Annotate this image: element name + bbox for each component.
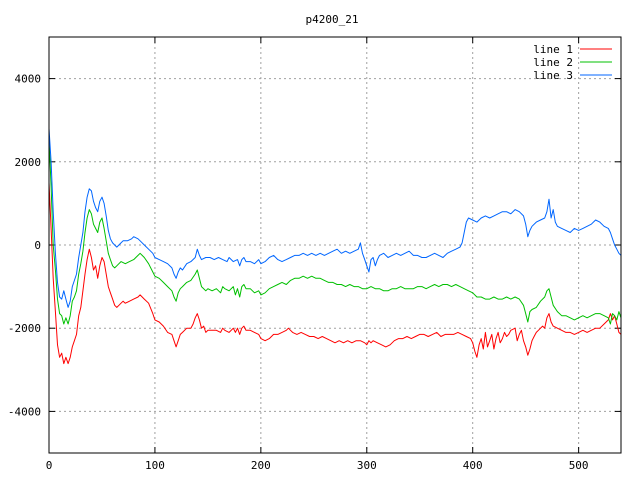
x-tick-label: 100 xyxy=(145,459,165,472)
axis-ticks: 0 100 200 300 400 500 -4000 -2000 0 2000 4000 xyxy=(8,37,621,472)
x-tick-label: 300 xyxy=(357,459,377,472)
x-tick-label: 500 xyxy=(569,459,589,472)
y-tick-label: 0 xyxy=(34,239,41,252)
chart-title: p4200_21 xyxy=(306,13,359,26)
series-line-1 xyxy=(48,182,622,365)
x-tick-label: 400 xyxy=(463,459,483,472)
legend-label-1: line 1 xyxy=(533,43,573,56)
x-tick-label: 200 xyxy=(251,459,271,472)
y-tick-label: 2000 xyxy=(15,156,42,169)
legend-label-3: line 3 xyxy=(533,69,573,82)
y-tick-label: 4000 xyxy=(15,73,42,86)
series-line-3 xyxy=(48,128,622,308)
legend-label-2: line 2 xyxy=(533,56,573,69)
y-tick-label: -4000 xyxy=(8,405,41,418)
series-line-2 xyxy=(48,136,622,325)
plot-frame xyxy=(48,36,622,454)
grid xyxy=(49,37,621,453)
series-group xyxy=(48,128,622,365)
y-tick-label: -2000 xyxy=(8,322,41,335)
x-tick-label: 0 xyxy=(46,459,53,472)
